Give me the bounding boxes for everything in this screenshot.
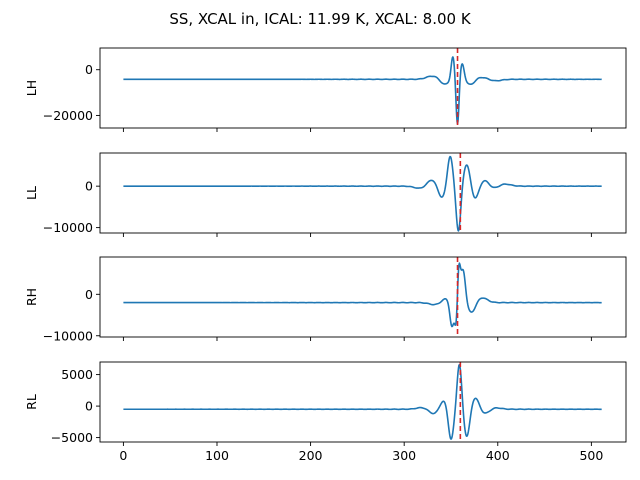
axes-frame: [99, 47, 627, 129]
panel-rl: 5000 0 −5000 0 100 200 300 400 500 RL: [24, 361, 627, 463]
y-axis-label: LH: [24, 80, 39, 96]
axes-frame: [99, 152, 627, 234]
series-line: [123, 363, 603, 440]
y-tick-label: 0: [85, 179, 93, 194]
x-tick-label: 200: [299, 448, 323, 463]
series-line: [123, 155, 603, 232]
y-axis-label: LL: [24, 186, 39, 200]
y-tick-label: −10000: [43, 220, 93, 235]
panels: 0 −20000 LH 0 −10000 LL 0 −10000 RH 5000 0 −5000 0 10…: [24, 47, 627, 463]
x-tick-label: 500: [579, 448, 603, 463]
y-tick-label: −20000: [43, 108, 93, 123]
x-tick-label: 100: [205, 448, 229, 463]
y-tick-label: −10000: [43, 328, 93, 343]
y-tick-label: 0: [85, 62, 93, 77]
y-axis-label: RH: [24, 288, 39, 306]
y-tick-label: 0: [85, 287, 93, 302]
series-line: [123, 262, 603, 328]
x-tick-label: 300: [392, 448, 416, 463]
axes-frame: [99, 361, 627, 443]
x-tick-label: 0: [119, 448, 127, 463]
x-tick-label: 400: [486, 448, 510, 463]
chart-title: SS, XCAL in, ICAL: 11.99 K, XCAL: 8.00 K: [169, 10, 472, 28]
y-tick-label: −5000: [51, 430, 93, 445]
y-axis-label: RL: [24, 394, 39, 410]
y-tick-label: 0: [85, 399, 93, 414]
panel-ll: 0 −10000 LL: [24, 152, 627, 237]
axes-frame: [99, 256, 627, 338]
series-line: [123, 56, 603, 125]
panel-rh: 0 −10000 RH: [24, 256, 627, 343]
y-tick-label: 5000: [61, 367, 93, 382]
panel-lh: 0 −20000 LH: [24, 47, 627, 132]
